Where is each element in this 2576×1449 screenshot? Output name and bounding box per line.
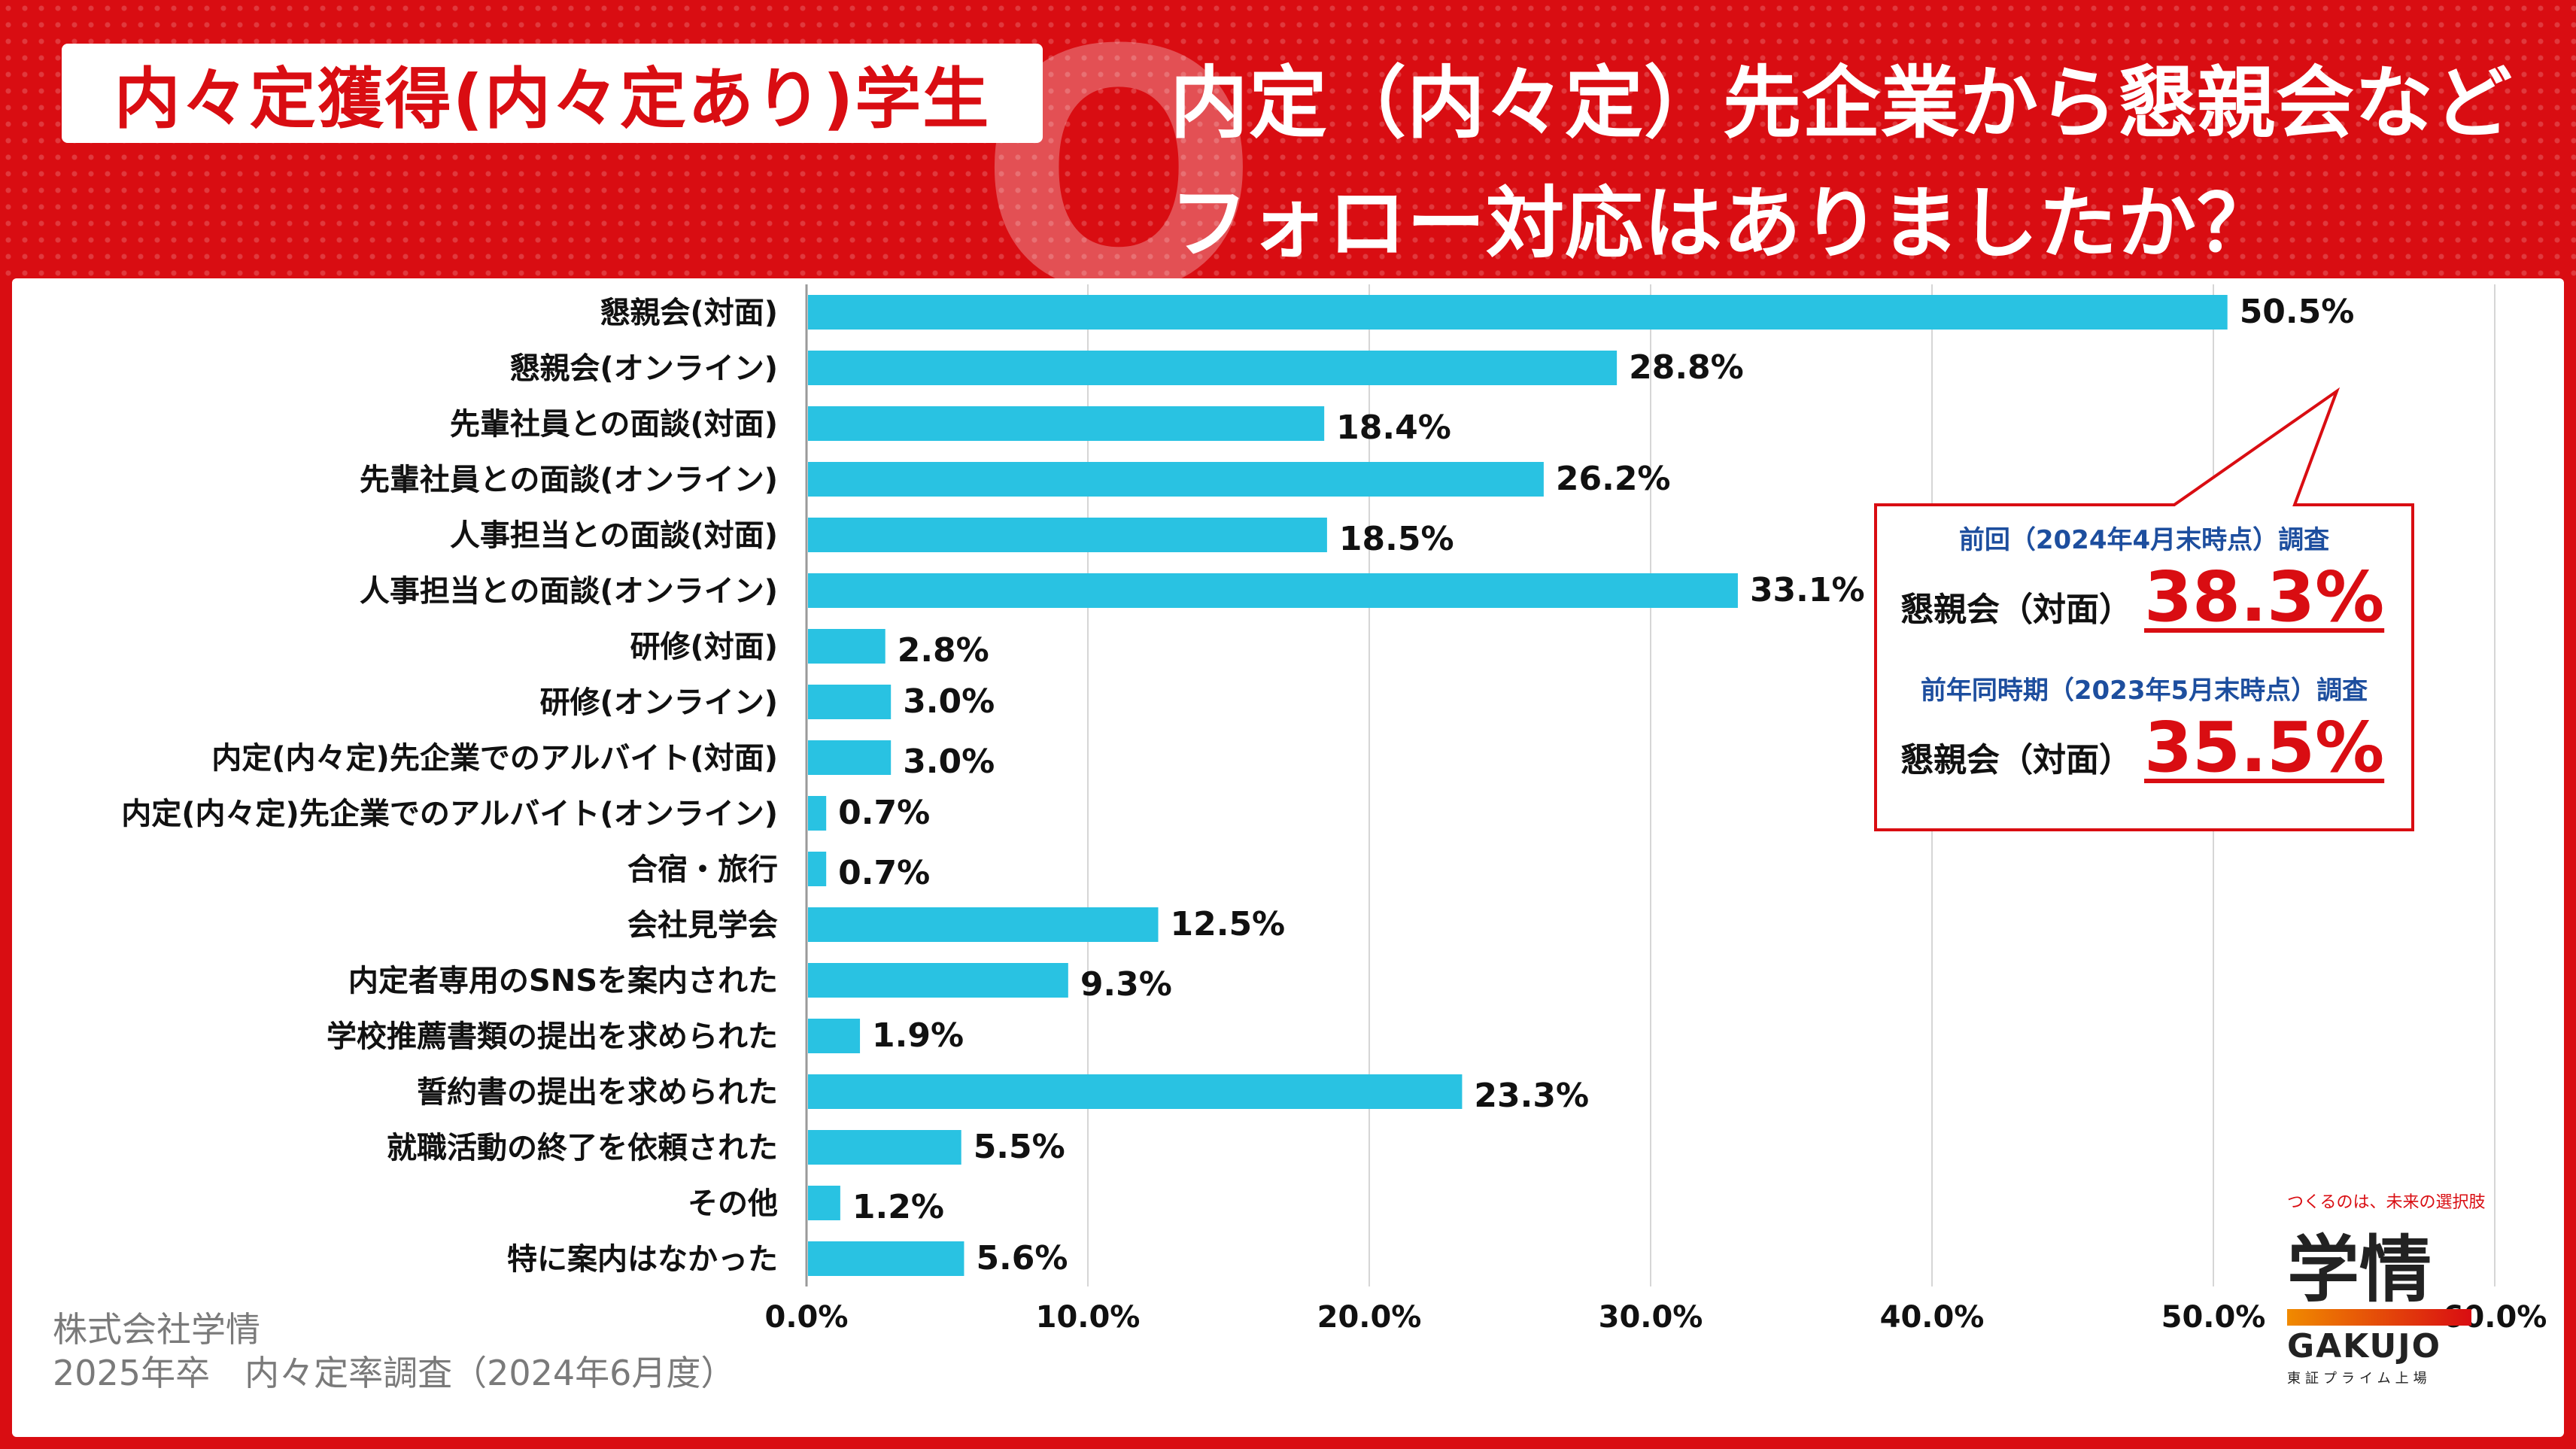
category-label: 先輩社員との面談(対面): [450, 407, 778, 442]
value-label: 12.5%: [1171, 905, 1286, 943]
callout-lastyear-value: 35.5%: [2144, 707, 2385, 788]
value-label: 33.1%: [1750, 571, 1865, 609]
category-label: 懇親会(対面): [600, 296, 778, 330]
bar: [808, 1074, 1463, 1109]
value-label: 3.0%: [903, 743, 995, 781]
x-tick-label: 30.0%: [1599, 1300, 1703, 1335]
value-label: 1.2%: [852, 1188, 944, 1226]
logo-kanji: 学情: [2287, 1228, 2432, 1312]
logo-name: GAKUJO: [2287, 1327, 2441, 1365]
gakujo-logo: つくるのは、未来の選択肢 学情 GAKUJO 東証プライム上場: [2287, 1189, 2505, 1392]
bar: [808, 1186, 840, 1220]
bar: [808, 963, 1068, 998]
category-label: 人事担当との面談(オンライン): [360, 574, 778, 609]
logo-tagline: つくるのは、未来の選択肢: [2287, 1193, 2486, 1212]
value-label: 2.8%: [898, 631, 989, 670]
bar: [808, 852, 827, 886]
category-label: 人事担当との面談(対面): [450, 518, 778, 553]
bar: [808, 406, 1325, 441]
category-label: 内定者専用のSNSを案内された: [348, 964, 778, 998]
callout: 前回（2024年4月末時点）調査 懇親会（対面） 38.3% 前年同時期（202…: [1873, 503, 2415, 832]
x-tick-label: 10.0%: [1036, 1300, 1141, 1335]
callout-prev-label: 懇親会（対面）: [1900, 591, 2132, 629]
source-survey: 2025年卒 内々定率調査（2024年6月度）: [53, 1353, 736, 1393]
callout-prev-row: 懇親会（対面） 38.3%: [1900, 557, 2384, 637]
category-label: 学校推薦書類の提出を求められた: [327, 1019, 778, 1054]
callout-lastyear-heading: 前年同時期（2023年5月末時点）調査: [1920, 676, 2368, 706]
category-label: 研修(対面): [630, 630, 778, 664]
category-label: 懇親会(オンライン): [509, 351, 778, 386]
bar: [808, 629, 886, 664]
bar: [808, 796, 827, 831]
value-label: 0.7%: [838, 794, 930, 832]
bar: [808, 573, 1738, 608]
value-label: 23.3%: [1474, 1077, 1589, 1115]
value-label: 9.3%: [1080, 965, 1172, 1004]
bar: [808, 1019, 861, 1053]
bar: [808, 351, 1618, 385]
x-tick-label: 40.0%: [1880, 1300, 1985, 1335]
category-label: 内定(内々定)先企業でのアルバイト(オンライン): [121, 797, 778, 831]
source-company: 株式会社学情: [53, 1309, 260, 1350]
value-label: 18.4%: [1336, 409, 1451, 447]
category-label: その他: [688, 1186, 778, 1221]
question-line-1: 内定（内々定）先企業から懇親会など: [1170, 57, 2514, 149]
category-label: 先輩社員との面談(オンライン): [360, 463, 778, 497]
bar: [808, 462, 1544, 497]
value-label: 5.5%: [974, 1128, 1065, 1166]
value-label: 1.9%: [872, 1016, 964, 1055]
value-label: 0.7%: [838, 854, 930, 892]
x-tick-label: 50.0%: [2161, 1300, 2266, 1335]
respondent-tag: 内々定獲得(内々定あり)学生: [62, 44, 1043, 143]
question-line-2: フォロー対応はありましたか？: [1170, 178, 2277, 269]
category-label: 会社見学会: [627, 908, 778, 943]
logo-sub: 東証プライム上場: [2287, 1371, 2432, 1387]
category-label: 就職活動の終了を依頼された: [387, 1131, 778, 1165]
value-label: 5.6%: [976, 1239, 1068, 1277]
callout-prev-heading: 前回（2024年4月末時点）調査: [1958, 525, 2330, 555]
callout-frame: [1874, 387, 2414, 831]
bar: [808, 295, 2228, 330]
category-label: 合宿・旅行: [627, 852, 778, 887]
logo-gradient-bar: [2287, 1309, 2471, 1326]
callout-lastyear-row: 懇親会（対面） 35.5%: [1900, 707, 2384, 788]
category-label: 誓約書の提出を求められた: [417, 1075, 778, 1110]
source-note: 株式会社学情 2025年卒 内々定率調査（2024年6月度）: [53, 1308, 735, 1395]
category-label: 特に案内はなかった: [507, 1242, 778, 1277]
callout-prev-value: 38.3%: [2144, 557, 2385, 637]
value-label: 28.8%: [1629, 348, 1744, 387]
bar: [808, 1130, 961, 1165]
bar: [808, 518, 1327, 552]
bar: [808, 1241, 964, 1276]
value-label: 18.5%: [1339, 520, 1454, 558]
x-tick-label: 0.0%: [765, 1300, 849, 1335]
category-label: 内定(内々定)先企業でのアルバイト(対面): [211, 741, 778, 776]
value-label: 26.2%: [1556, 460, 1671, 498]
category-label: 研修(オンライン): [539, 685, 778, 720]
x-tick-label: 20.0%: [1317, 1300, 1422, 1335]
value-label: 50.5%: [2240, 293, 2355, 331]
value-label: 3.0%: [903, 682, 995, 721]
bar: [808, 685, 892, 719]
callout-lastyear-label: 懇親会（対面）: [1900, 741, 2132, 779]
bar: [808, 740, 892, 775]
bar: [808, 907, 1159, 942]
